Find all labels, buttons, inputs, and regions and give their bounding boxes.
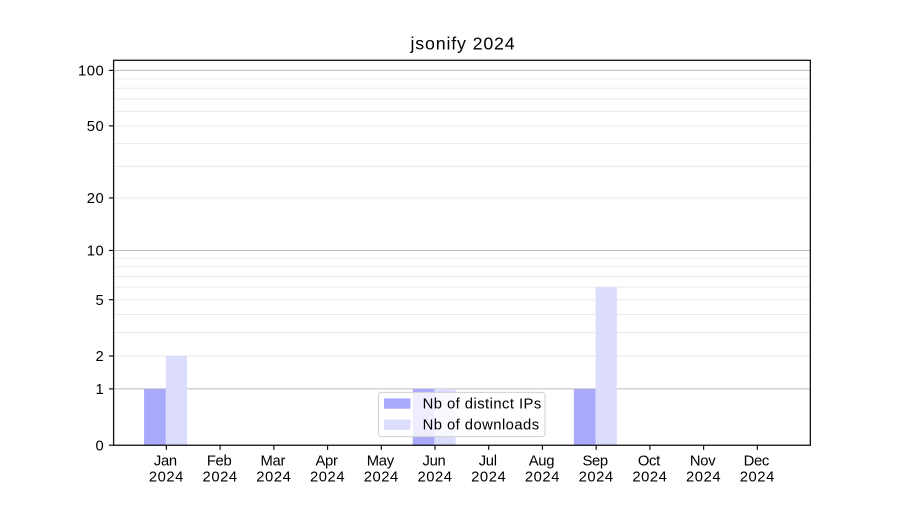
svg-text:Apr: Apr — [315, 453, 337, 469]
svg-text:Nb of distinct IPs: Nb of distinct IPs — [423, 397, 542, 413]
svg-text:2024: 2024 — [740, 470, 775, 486]
svg-text:Feb: Feb — [207, 453, 232, 469]
svg-text:2024: 2024 — [417, 470, 452, 486]
svg-text:2024: 2024 — [149, 470, 184, 486]
svg-text:Jul: Jul — [479, 453, 497, 469]
svg-text:2024: 2024 — [203, 470, 238, 486]
svg-text:2: 2 — [96, 349, 105, 365]
svg-text:May: May — [367, 453, 395, 469]
svg-text:Jan: Jan — [154, 453, 177, 469]
svg-text:2024: 2024 — [310, 470, 345, 486]
svg-text:Nov: Nov — [690, 453, 716, 469]
svg-text:2024: 2024 — [632, 470, 667, 486]
svg-text:Oct: Oct — [638, 453, 660, 469]
svg-text:2024: 2024 — [525, 470, 560, 486]
svg-text:Aug: Aug — [529, 453, 554, 469]
svg-text:Mar: Mar — [261, 453, 286, 469]
svg-text:Sep: Sep — [582, 453, 607, 469]
svg-text:jsonify 2024: jsonify 2024 — [409, 34, 515, 54]
svg-text:20: 20 — [87, 191, 105, 207]
svg-text:2024: 2024 — [364, 470, 399, 486]
svg-text:1: 1 — [96, 382, 105, 398]
svg-text:10: 10 — [87, 244, 105, 260]
svg-text:Jun: Jun — [423, 453, 446, 469]
svg-text:2024: 2024 — [686, 470, 721, 486]
svg-text:Nb of downloads: Nb of downloads — [423, 418, 540, 434]
svg-text:0: 0 — [96, 438, 105, 454]
svg-text:Dec: Dec — [744, 453, 770, 469]
svg-text:2024: 2024 — [579, 470, 614, 486]
svg-text:100: 100 — [78, 64, 104, 80]
svg-text:5: 5 — [96, 293, 105, 309]
svg-text:2024: 2024 — [471, 470, 506, 486]
svg-text:2024: 2024 — [256, 470, 291, 486]
svg-text:50: 50 — [87, 119, 105, 135]
